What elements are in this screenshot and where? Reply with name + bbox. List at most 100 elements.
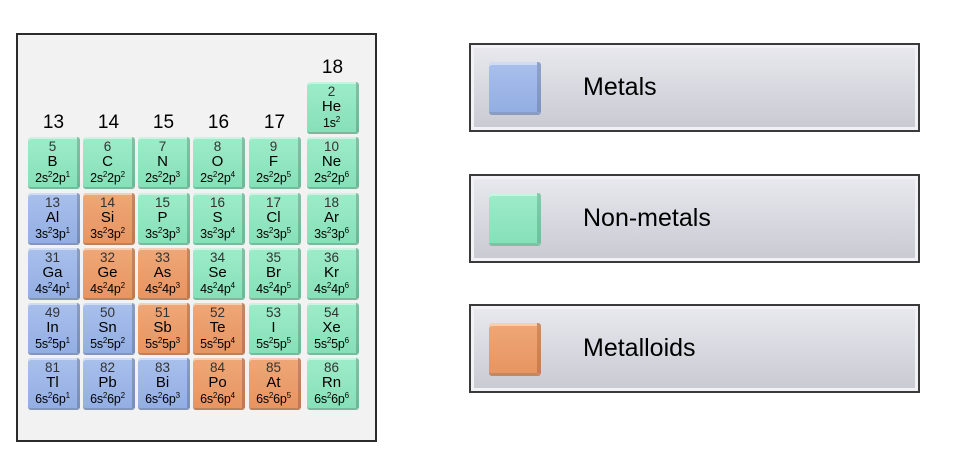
element-symbol: Br [266,264,281,281]
group-number-16: 16 [207,112,230,133]
electron-configuration: 3s23p2 [90,226,125,242]
element-symbol: Kr [324,264,339,281]
element-cell-kr: 36 Kr 4s24p6 [307,248,359,300]
element-cell-bi: 83 Bi 6s26p3 [138,358,190,410]
element-symbol: He [321,98,342,115]
element-cell-si: 14 Si 3s23p2 [83,193,135,245]
legend-label: Non-metals [583,204,711,232]
element-symbol: Sb [153,319,172,336]
atomic-number: 33 [154,250,171,265]
element-cell-s: 16 S 3s23p4 [193,193,245,245]
atomic-number: 13 [44,195,61,210]
element-cell-al: 13 Al 3s23p1 [28,193,80,245]
element-cell-ne: 10 Ne 2s22p6 [307,137,359,189]
element-cell-n: 7 N 2s22p3 [138,137,190,189]
atomic-number: 53 [265,305,282,320]
element-symbol: As [153,264,172,281]
legend-item-metal: Metals [469,43,920,132]
element-cell-br: 35 Br 4s24p5 [249,248,301,300]
element-symbol: Ga [42,264,63,281]
group-number-18: 18 [321,57,344,78]
atomic-number: 81 [44,360,61,375]
electron-configuration: 5s25p5 [256,336,291,352]
element-symbol: O [211,153,224,170]
electron-configuration: 2s22p1 [35,170,70,186]
element-symbol: Ge [97,264,118,281]
element-cell-f: 9 F 2s22p5 [249,137,301,189]
electron-configuration: 2s22p2 [90,170,125,186]
atomic-number: 5 [48,139,57,154]
electron-configuration: 6s26p2 [90,391,125,407]
electron-configuration: 1s2 [307,115,356,131]
element-symbol: Sn [98,319,117,336]
element-cell-i: 53 I 5s25p5 [249,303,301,355]
electron-configuration: 4s24p5 [256,281,291,297]
periodic-table-panel: 13 14 15 16 17 18 2 He 1s2 5 B 2s22p1 6 C 2s22p2 7 N… [16,33,377,442]
element-cell-po: 84 Po 6s26p4 [193,358,245,410]
electron-configuration: 3s23p1 [35,226,70,242]
atomic-number: 49 [44,305,61,320]
element-cell-se: 34 Se 4s24p4 [193,248,245,300]
element-cell-sn: 50 Sn 5s25p2 [83,303,135,355]
electron-configuration: 5s25p1 [35,336,70,352]
electron-configuration: 4s24p2 [90,281,125,297]
element-cell-ge: 32 Ge 4s24p2 [83,248,135,300]
element-symbol: S [212,209,223,226]
electron-configuration: 5s25p2 [90,336,125,352]
element-symbol: Ne [321,153,342,170]
atomic-number: 36 [323,250,340,265]
electron-configuration: 2s22p4 [200,170,235,186]
element-cell-b: 5 B 2s22p1 [28,137,80,189]
element-symbol: In [46,319,59,336]
element-cell-ar: 18 Ar 3s23p6 [307,193,359,245]
group-number-13: 13 [42,112,65,133]
element-symbol: Al [45,209,60,226]
atomic-number: 2 [327,84,336,99]
atomic-number: 85 [265,360,282,375]
element-cell-in: 49 In 5s25p1 [28,303,80,355]
element-cell-cl: 17 Cl 3s23p5 [249,193,301,245]
electron-configuration: 3s23p5 [256,226,291,242]
element-symbol: Pb [98,374,117,391]
element-symbol: Rn [321,374,342,391]
atomic-number: 50 [99,305,116,320]
legend-swatch [489,193,541,246]
legend-swatch [489,323,541,376]
atomic-number: 52 [209,305,226,320]
atomic-number: 51 [154,305,171,320]
electron-configuration: 2s22p6 [314,170,349,186]
element-cell-at: 85 At 6s26p5 [249,358,301,410]
atomic-number: 10 [323,139,340,154]
atomic-number: 17 [265,195,282,210]
atomic-number: 83 [154,360,171,375]
element-cell-as: 33 As 4s24p3 [138,248,190,300]
atomic-number: 7 [158,139,167,154]
element-symbol: Se [208,264,227,281]
legend-item-metalloid: Metalloids [469,304,920,393]
element-cell-pb: 82 Pb 6s26p2 [83,358,135,410]
legend-swatch [489,62,541,115]
element-cell-rn: 86 Rn 6s26p6 [307,358,359,410]
element-symbol: Tl [46,374,59,391]
element-symbol: N [157,153,168,170]
legend-item-nonmetal: Non-metals [469,174,920,263]
config-base: 1s [322,116,336,130]
element-symbol: Po [208,374,227,391]
electron-configuration: 3s23p6 [314,226,349,242]
electron-configuration: 6s26p1 [35,391,70,407]
atomic-number: 35 [265,250,282,265]
atomic-number: 6 [103,139,112,154]
element-symbol: Te [209,319,226,336]
electron-configuration: 6s26p4 [200,391,235,407]
element-cell-te: 52 Te 5s25p4 [193,303,245,355]
element-symbol: I [271,319,276,336]
element-symbol: At [266,374,281,391]
legend-label: Metals [583,73,657,101]
element-cell-he: 2 He 1s2 [307,82,359,134]
element-cell-ga: 31 Ga 4s24p1 [28,248,80,300]
atomic-number: 8 [213,139,222,154]
electron-configuration: 4s24p1 [35,281,70,297]
atomic-number: 31 [44,250,61,265]
atomic-number: 54 [323,305,340,320]
electron-configuration: 2s22p3 [145,170,180,186]
